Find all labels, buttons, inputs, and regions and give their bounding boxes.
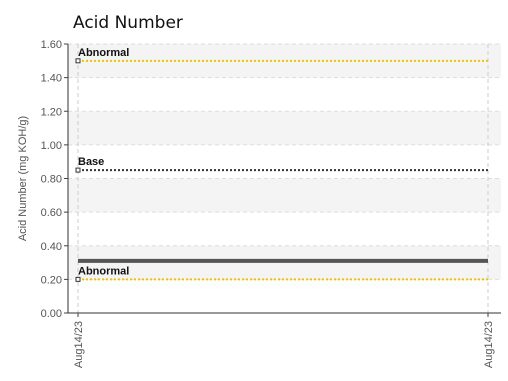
plot-band — [68, 44, 501, 78]
y-tick-label: 1.00 — [41, 140, 62, 152]
reference-label: Base — [78, 156, 104, 168]
y-tick-label: 1.60 — [41, 39, 62, 51]
reference-marker — [75, 276, 81, 282]
reference-label: Abnormal — [78, 265, 129, 277]
reference-marker — [75, 167, 81, 173]
grid-lines — [64, 43, 501, 314]
y-tick-label: 0.20 — [41, 274, 62, 286]
x-tick-label: Aug14/23 — [73, 321, 85, 368]
y-tick-label: 0.80 — [41, 174, 62, 186]
chart-title: Acid Number — [73, 13, 183, 33]
y-tick-label: 0.00 — [41, 308, 62, 320]
plot-band — [68, 111, 501, 145]
reference-lines: Abnormal Base Abnormal — [75, 47, 488, 282]
reference-marker — [75, 58, 81, 64]
y-tick-label: 0.40 — [41, 241, 62, 253]
y-axis-label: Acid Number (mg KOH/g) — [17, 116, 29, 241]
plot-band — [68, 178, 501, 213]
y-tick-label: 1.20 — [41, 106, 62, 118]
x-tick-labels: Aug14/23 Aug14/23 — [73, 313, 495, 368]
x-tick-label: Aug14/23 — [483, 321, 495, 368]
y-tick-labels: 0.00 0.20 0.40 0.60 0.80 1.00 1.20 1.40 1.60 — [41, 39, 62, 320]
reference-label: Abnormal — [78, 47, 129, 59]
plot-bands — [68, 44, 501, 280]
axes — [67, 44, 501, 314]
y-tick-label: 1.40 — [41, 73, 62, 85]
y-tick-label: 0.60 — [41, 207, 62, 219]
